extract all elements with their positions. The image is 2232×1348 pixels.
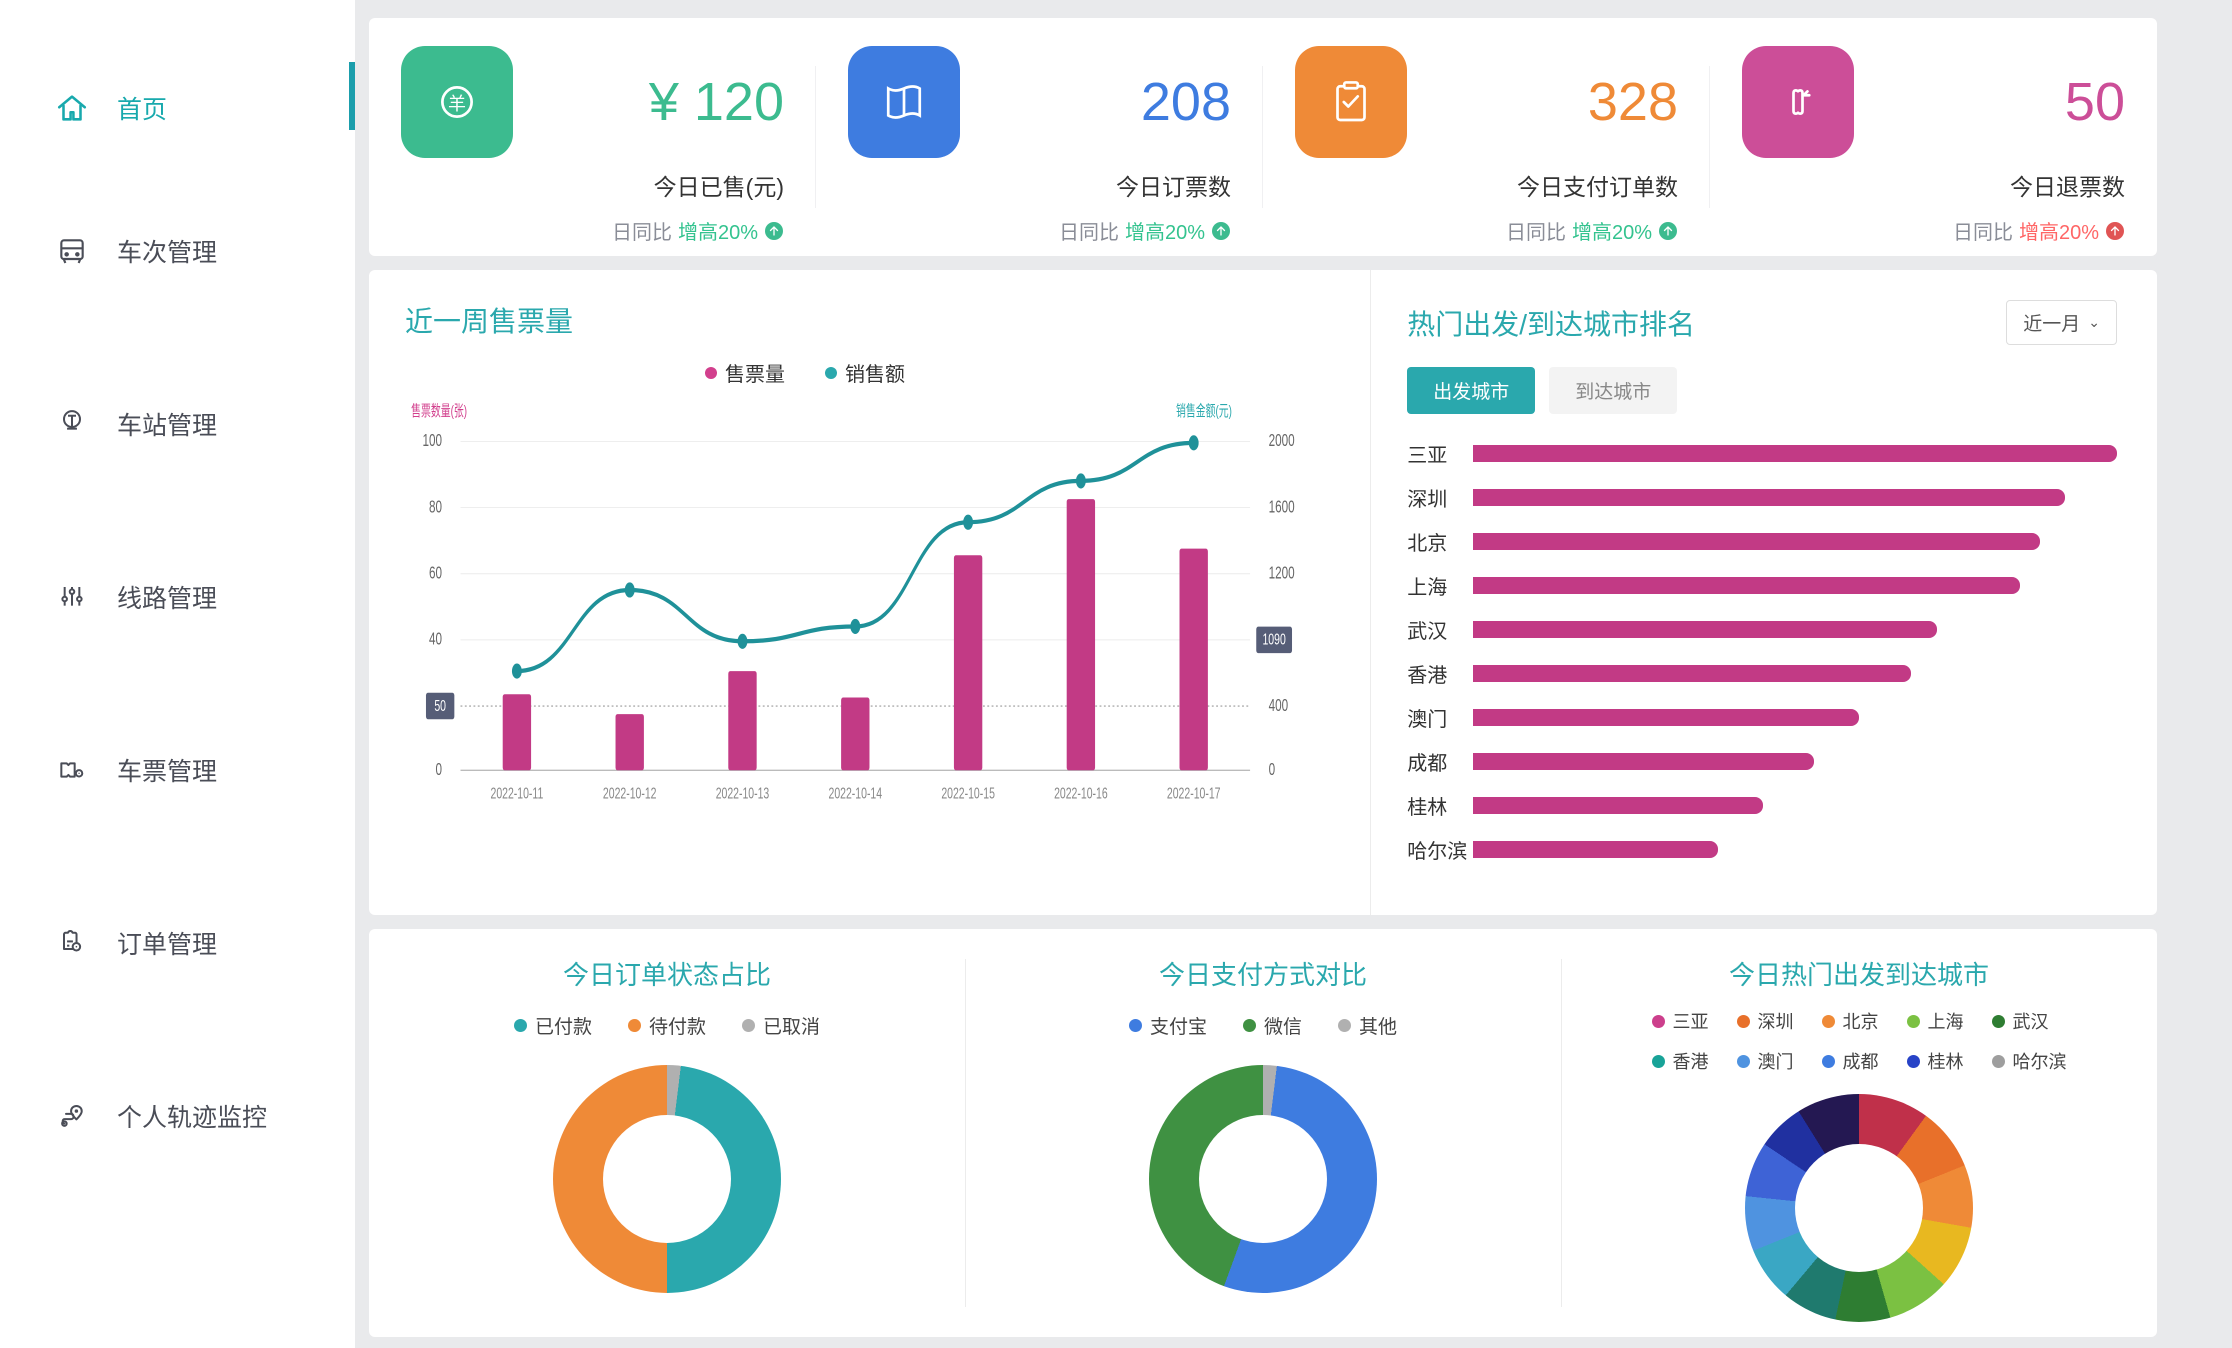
svg-text:40: 40 [429,629,442,649]
svg-text:50: 50 [434,697,446,715]
svg-text:100: 100 [422,431,442,451]
svg-text:1600: 1600 [1269,497,1295,517]
svg-text:2022-10-17: 2022-10-17 [1167,784,1221,802]
svg-text:2022-10-13: 2022-10-13 [716,784,770,802]
svg-text:2022-10-14: 2022-10-14 [829,784,883,802]
svg-text:销售金额(元): 销售金额(元) [1176,402,1232,420]
svg-text:0: 0 [435,760,442,780]
svg-text:60: 60 [429,563,442,583]
svg-text:400: 400 [1269,695,1289,715]
svg-text:1200: 1200 [1269,563,1295,583]
svg-text:0: 0 [1269,760,1276,780]
svg-text:2022-10-15: 2022-10-15 [941,784,995,802]
svg-text:2022-10-12: 2022-10-12 [603,784,657,802]
svg-text:2000: 2000 [1269,431,1295,451]
svg-text:2022-10-16: 2022-10-16 [1054,784,1108,802]
svg-text:羊: 羊 [448,94,466,114]
svg-text:2022-10-11: 2022-10-11 [490,784,543,802]
svg-text:售票数量(张): 售票数量(张) [411,402,467,420]
svg-text:80: 80 [429,497,442,517]
svg-text:1090: 1090 [1262,630,1285,648]
